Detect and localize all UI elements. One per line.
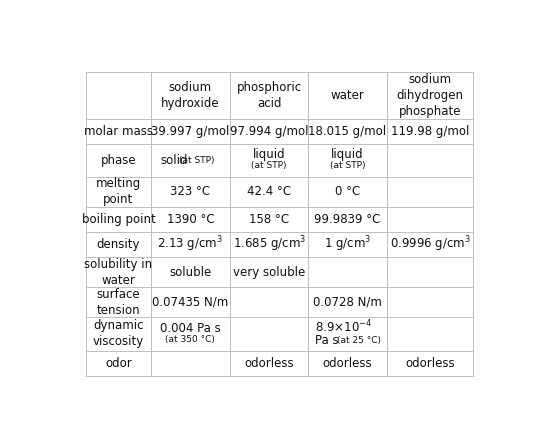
Text: 0.9996 g/cm$^{3}$: 0.9996 g/cm$^{3}$ <box>390 235 471 254</box>
Text: 42.4 °C: 42.4 °C <box>247 185 292 198</box>
Text: odorless: odorless <box>245 357 294 370</box>
Text: phase: phase <box>100 154 136 167</box>
Text: sodium
dihydrogen
phosphate: sodium dihydrogen phosphate <box>396 73 464 118</box>
Text: surface
tension: surface tension <box>97 288 140 317</box>
Text: 119.98 g/mol: 119.98 g/mol <box>391 125 469 138</box>
Text: liquid: liquid <box>331 148 364 161</box>
Text: melting
point: melting point <box>96 177 141 206</box>
Text: 158 °C: 158 °C <box>249 213 289 226</box>
Text: 0.0728 N/m: 0.0728 N/m <box>313 295 382 309</box>
Text: (at STP): (at STP) <box>179 156 214 165</box>
Text: 2.13 g/cm$^{3}$: 2.13 g/cm$^{3}$ <box>157 235 223 254</box>
Text: 323 °C: 323 °C <box>170 185 210 198</box>
Text: solubility in
water: solubility in water <box>84 258 152 287</box>
Text: odorless: odorless <box>323 357 372 370</box>
Text: odorless: odorless <box>405 357 455 370</box>
Text: water: water <box>330 89 365 101</box>
Text: (at 350 °C): (at 350 °C) <box>165 335 215 344</box>
Text: (at STP): (at STP) <box>252 161 287 171</box>
Text: molar mass: molar mass <box>84 125 153 138</box>
Text: sodium
hydroxide: sodium hydroxide <box>161 81 219 109</box>
Text: dynamic
viscosity: dynamic viscosity <box>93 319 144 348</box>
Text: 1.685 g/cm$^{3}$: 1.685 g/cm$^{3}$ <box>233 235 306 254</box>
Text: 18.015 g/mol: 18.015 g/mol <box>308 125 387 138</box>
Text: 97.994 g/mol: 97.994 g/mol <box>230 125 308 138</box>
Text: (at STP): (at STP) <box>330 161 365 171</box>
Text: 39.997 g/mol: 39.997 g/mol <box>151 125 229 138</box>
Text: phosphoric
acid: phosphoric acid <box>236 81 302 109</box>
Text: liquid: liquid <box>253 148 286 161</box>
Text: density: density <box>97 238 140 251</box>
Text: odor: odor <box>105 357 132 370</box>
Text: solid: solid <box>160 154 188 167</box>
Text: 0.07435 N/m: 0.07435 N/m <box>152 295 228 309</box>
Text: very soluble: very soluble <box>233 266 305 279</box>
Text: 99.9839 °C: 99.9839 °C <box>314 213 381 226</box>
Text: 1390 °C: 1390 °C <box>167 213 214 226</box>
Text: boiling point: boiling point <box>81 213 155 226</box>
Text: 0.004 Pa s: 0.004 Pa s <box>160 322 221 335</box>
Text: 8.9×10$^{−4}$: 8.9×10$^{−4}$ <box>314 319 372 335</box>
Text: 1 g/cm$^{3}$: 1 g/cm$^{3}$ <box>324 235 371 254</box>
Text: (at 25 °C): (at 25 °C) <box>337 336 381 345</box>
Text: 0 °C: 0 °C <box>335 185 360 198</box>
Text: soluble: soluble <box>169 266 211 279</box>
Text: Pa s: Pa s <box>314 334 339 347</box>
